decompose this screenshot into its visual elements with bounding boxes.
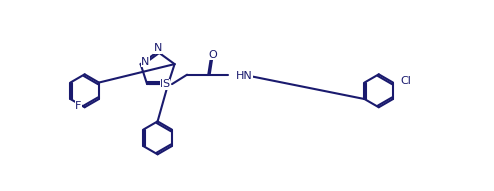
- Text: N: N: [141, 57, 150, 67]
- Text: S: S: [163, 79, 169, 89]
- Text: O: O: [208, 50, 217, 60]
- Text: HN: HN: [236, 71, 252, 81]
- Text: Cl: Cl: [400, 76, 411, 86]
- Text: F: F: [76, 101, 82, 111]
- Text: N: N: [160, 79, 168, 89]
- Text: N: N: [154, 43, 162, 53]
